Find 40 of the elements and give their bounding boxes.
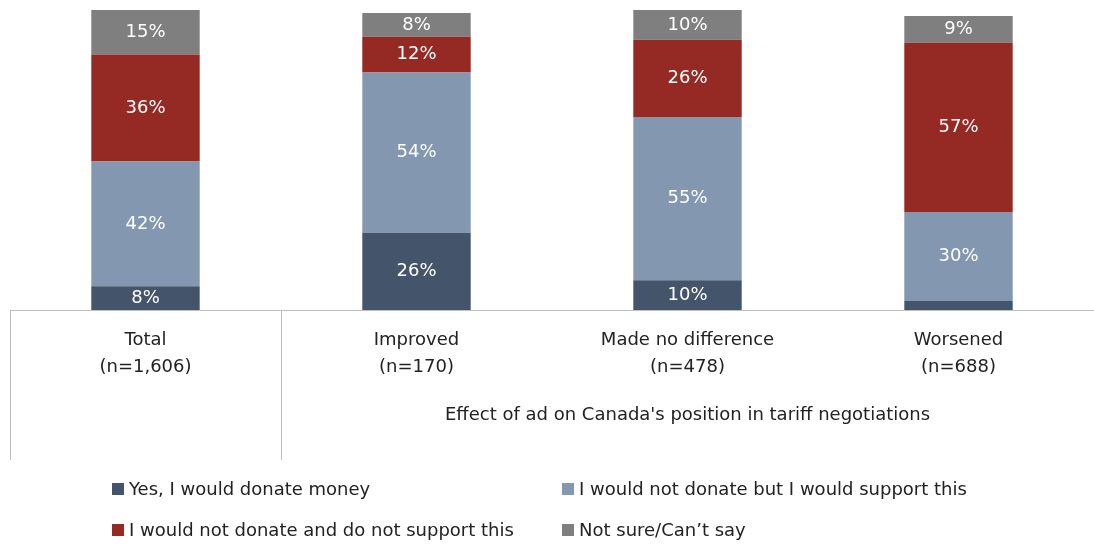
data-label: 54% bbox=[396, 140, 437, 162]
bar bbox=[904, 15, 1013, 43]
data-label: 30% bbox=[938, 244, 979, 266]
data-label: 12% bbox=[396, 42, 437, 64]
bar bbox=[91, 161, 200, 287]
bar bbox=[91, 10, 200, 55]
legend-label: Yes, I would donate money bbox=[129, 478, 371, 499]
bar bbox=[362, 232, 471, 310]
bar bbox=[904, 301, 1013, 310]
legend-label: Not sure/Can’t say bbox=[579, 519, 746, 540]
x-tick-label: Made no difference (n=478) bbox=[600, 327, 775, 376]
data-label: 36% bbox=[125, 95, 166, 117]
legend-label: I would not donate but I would support this bbox=[579, 478, 967, 499]
x-axis-title: Effect of ad on Canada's position in tariff negotiations bbox=[444, 402, 931, 424]
data-label: 42% bbox=[125, 211, 166, 233]
bar bbox=[633, 39, 742, 117]
bar bbox=[904, 42, 1013, 212]
data-label: 8% bbox=[131, 285, 160, 307]
data-label: 8% bbox=[402, 12, 431, 34]
data-label: 10% bbox=[667, 12, 708, 34]
x-tick-label: Total (n=1,606) bbox=[99, 327, 192, 376]
data-label: 55% bbox=[667, 186, 708, 208]
data-label: 10% bbox=[667, 282, 708, 304]
bar bbox=[91, 286, 200, 310]
bar bbox=[362, 36, 471, 73]
data-label: 26% bbox=[667, 65, 708, 87]
bar bbox=[362, 72, 471, 233]
data-label: 57% bbox=[938, 115, 979, 136]
x-tick-label: Worsened (n=688) bbox=[913, 327, 1004, 376]
data-label: 9% bbox=[944, 16, 973, 38]
bar bbox=[91, 54, 200, 162]
data-label: 15% bbox=[125, 19, 166, 41]
bar bbox=[904, 211, 1013, 302]
x-tick-label: Improved (n=170) bbox=[373, 327, 460, 376]
bar bbox=[362, 12, 471, 37]
bar bbox=[633, 10, 742, 40]
legend-label: I would not donate and do not support this bbox=[129, 519, 514, 540]
data-label: 26% bbox=[396, 259, 437, 281]
bar bbox=[633, 116, 742, 281]
bar bbox=[633, 280, 742, 310]
